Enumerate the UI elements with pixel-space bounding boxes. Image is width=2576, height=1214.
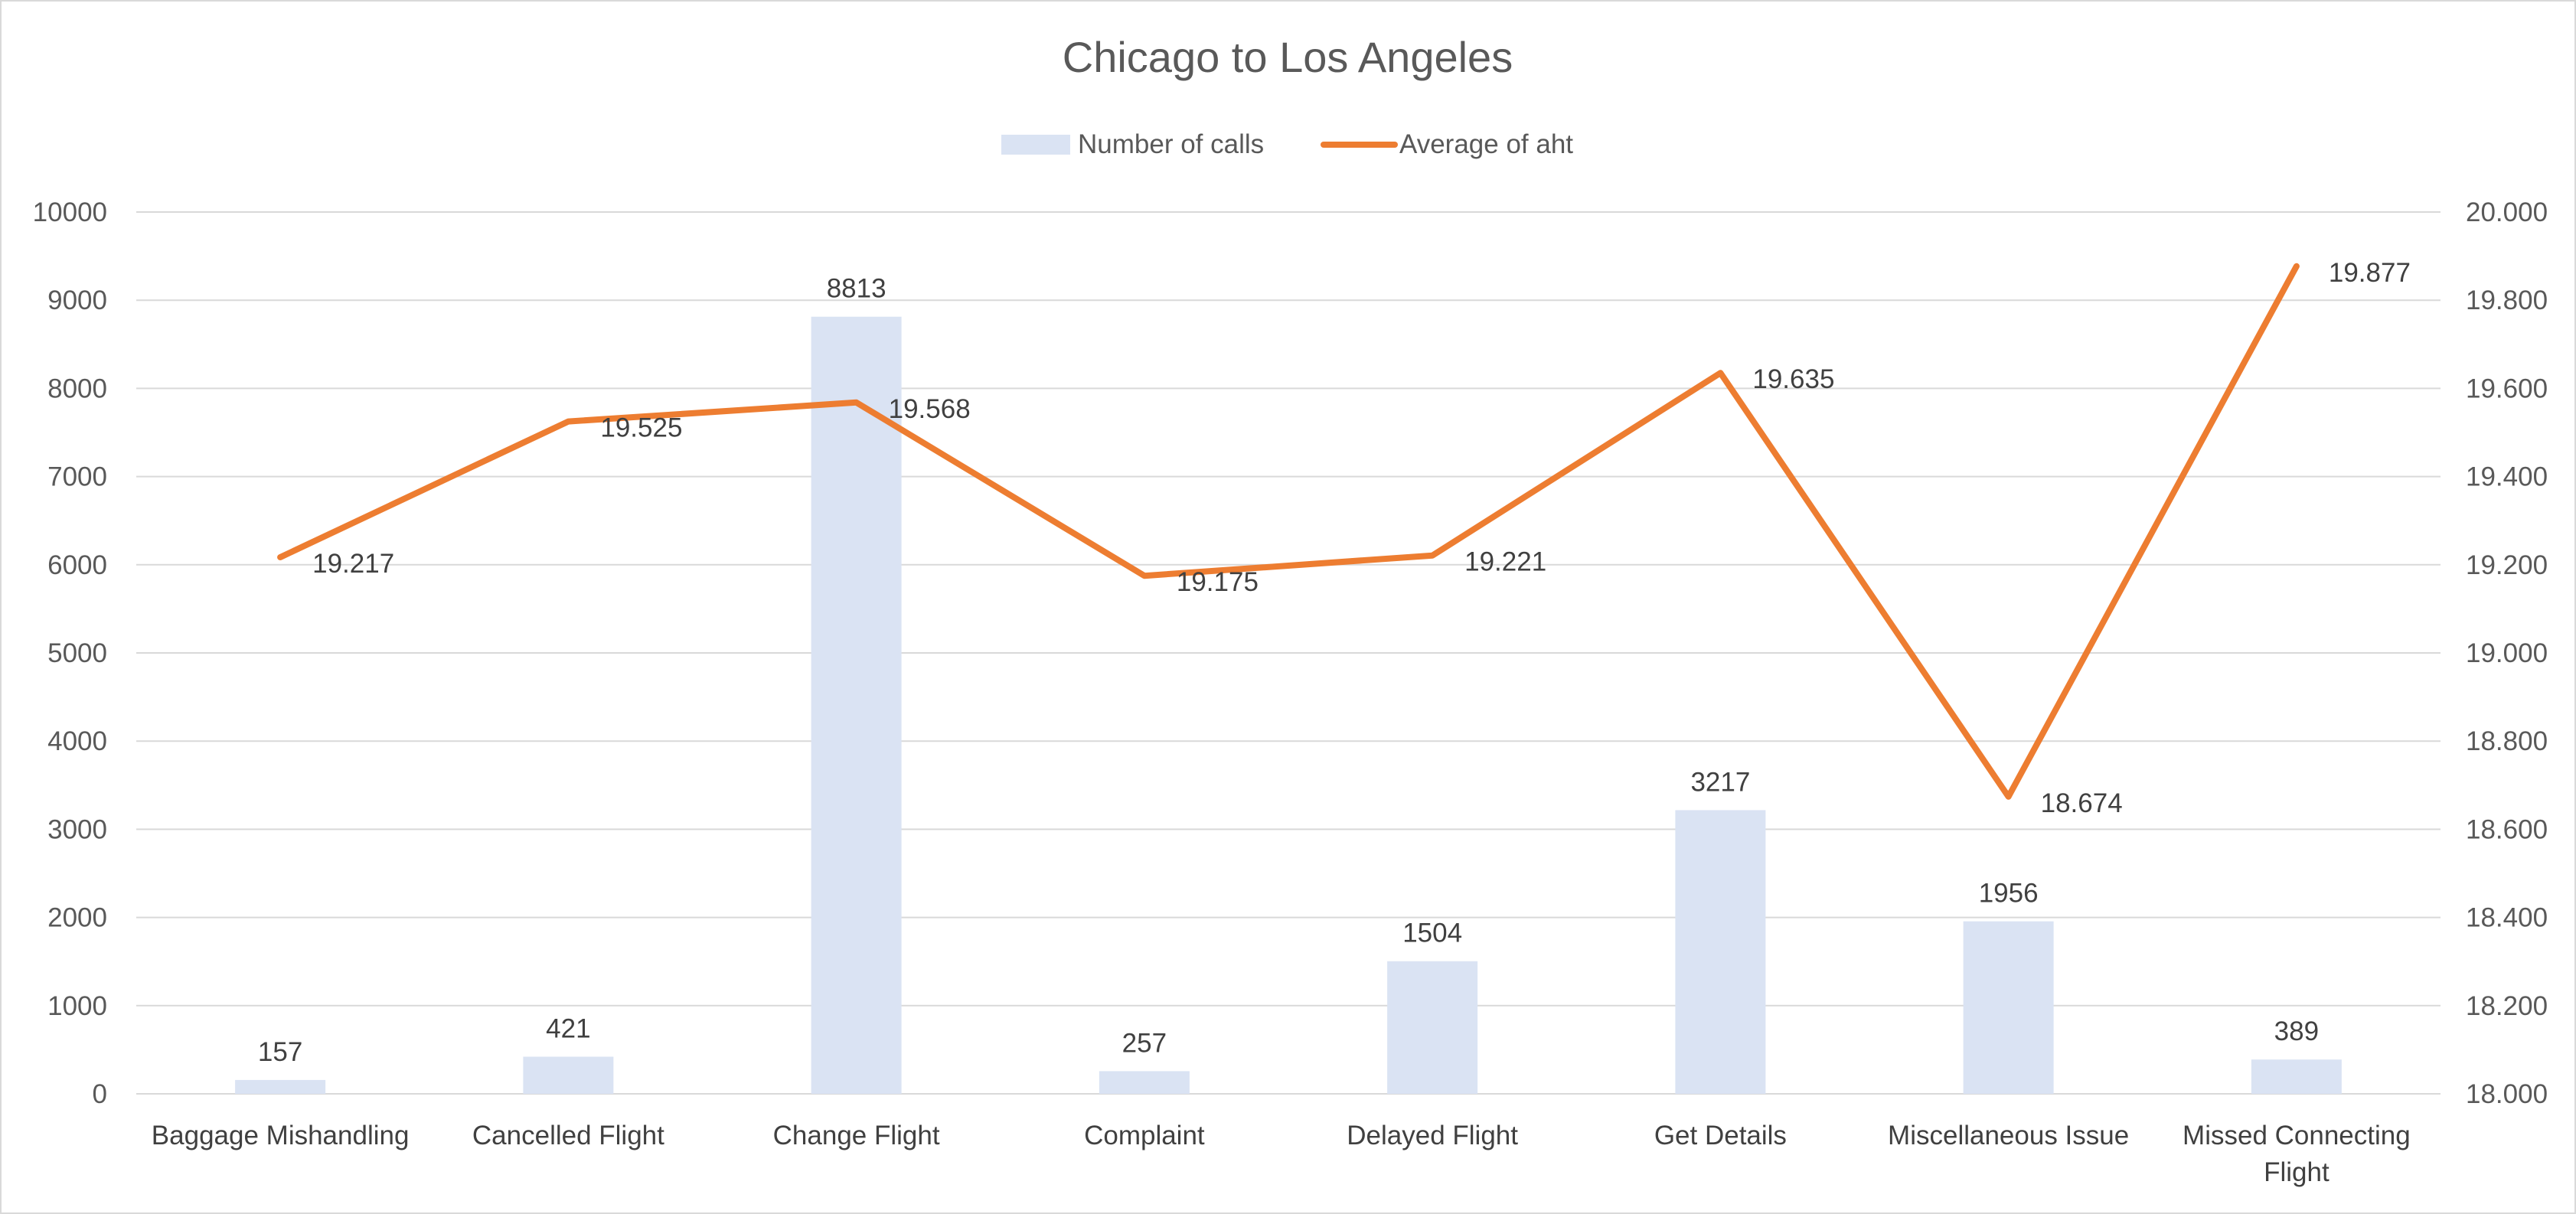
bar-cancelled-flight (523, 1056, 614, 1094)
bar-get-details (1675, 810, 1766, 1094)
legend-label-number-of-calls: Number of calls (1078, 129, 1264, 159)
x-category-change-flight: Change Flight (773, 1121, 940, 1150)
line-label-complaint: 19.175 (1177, 567, 1259, 597)
bar-delayed-flight (1387, 961, 1478, 1094)
x-category-delayed-flight: Delayed Flight (1347, 1121, 1518, 1150)
y-right-tick-label: 19.400 (2466, 462, 2548, 492)
line-label-get-details: 19.635 (1752, 364, 1834, 394)
y-left-tick-label: 3000 (47, 814, 107, 844)
bar-baggage-mishandling (235, 1079, 326, 1094)
bar-change-flight (811, 316, 902, 1094)
line-label-change-flight: 19.568 (889, 394, 971, 424)
bar-data-labels: 157 421 8813 257 1504 3217 1956 389 (258, 274, 2319, 1067)
bar-label-baggage-mishandling: 157 (258, 1037, 302, 1067)
bar-label-get-details: 3217 (1690, 767, 1750, 797)
x-axis: Baggage Mishandling Cancelled Flight Chang… (152, 1121, 2411, 1187)
y-left-tick-label: 6000 (47, 550, 107, 580)
y-left-tick-label: 5000 (47, 638, 107, 668)
y-left-tick-label: 0 (93, 1079, 107, 1109)
y-right-tick-label: 19.000 (2466, 638, 2548, 668)
y-left-tick-label: 8000 (47, 374, 107, 403)
y-axis-left: 0 1000 2000 3000 4000 5000 6000 7000 8000 9000 100… (33, 197, 107, 1109)
y-left-tick-label: 1000 (47, 991, 107, 1021)
y-left-tick-label: 7000 (47, 462, 107, 492)
bar-miscellaneous-issue (1963, 921, 2054, 1094)
line-label-miscellaneous-issue: 18.674 (2041, 788, 2123, 818)
y-left-tick-label: 2000 (47, 903, 107, 933)
y-right-tick-label: 18.600 (2466, 814, 2548, 844)
y-right-tick-label: 18.400 (2466, 903, 2548, 933)
y-right-tick-label: 18.200 (2466, 991, 2548, 1021)
y-left-tick-label: 9000 (47, 286, 107, 315)
y-right-tick-label: 18.000 (2466, 1079, 2548, 1109)
bar-label-complaint: 257 (1122, 1028, 1167, 1058)
gridlines (136, 211, 2441, 1095)
line-label-delayed-flight: 19.221 (1464, 547, 1546, 577)
x-category-get-details: Get Details (1654, 1121, 1787, 1150)
y-left-tick-label: 10000 (33, 197, 107, 227)
bar-label-missed-connecting-flight: 389 (2274, 1017, 2319, 1046)
line-label-cancelled-flight: 19.525 (600, 413, 682, 443)
line-series (277, 263, 2300, 800)
bar-label-cancelled-flight: 421 (546, 1014, 590, 1044)
x-category-cancelled-flight: Cancelled Flight (472, 1121, 664, 1150)
y-axis-right: 18.000 18.200 18.400 18.600 18.800 19.000 19.2… (2466, 197, 2548, 1109)
bar-complaint (1099, 1071, 1190, 1094)
y-right-tick-label: 19.600 (2466, 374, 2548, 403)
bar-missed-connecting-flight (2251, 1059, 2342, 1094)
y-right-tick-label: 19.800 (2466, 286, 2548, 315)
y-right-tick-label: 20.000 (2466, 197, 2548, 227)
legend-swatch-number-of-calls (1001, 135, 1070, 155)
y-right-tick-label: 18.800 (2466, 726, 2548, 756)
chart-title: Chicago to Los Angeles (1063, 33, 1513, 81)
y-right-tick-label: 19.200 (2466, 550, 2548, 580)
line-label-missed-connecting-flight: 19.877 (2329, 258, 2411, 288)
bar-label-delayed-flight: 1504 (1402, 919, 1462, 948)
y-left-tick-label: 4000 (47, 726, 107, 756)
line-label-baggage-mishandling: 19.217 (312, 549, 394, 579)
legend-label-average-of-aht: Average of aht (1399, 129, 1573, 159)
x-category-miscellaneous-issue: Miscellaneous Issue (1888, 1121, 2129, 1150)
bar-label-miscellaneous-issue: 1956 (1979, 879, 2039, 909)
x-category-baggage-mishandling: Baggage Mishandling (152, 1121, 410, 1150)
line-average-of-aht (277, 263, 2300, 800)
legend: Number of calls Average of aht (1001, 129, 1573, 159)
x-category-complaint: Complaint (1084, 1121, 1205, 1150)
x-category-missed-connecting-flight: Missed Connecting Flight (2183, 1121, 2411, 1187)
line-data-labels: 19.217 19.525 19.568 19.175 19.221 19.635 18.6… (312, 258, 2411, 818)
bar-label-change-flight: 8813 (827, 274, 886, 304)
bar-series (235, 316, 2342, 1094)
